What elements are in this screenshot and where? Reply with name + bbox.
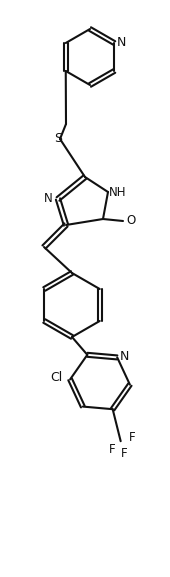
Text: F: F <box>129 430 136 444</box>
Text: O: O <box>126 215 136 227</box>
Text: S: S <box>54 133 62 145</box>
Text: NH: NH <box>109 185 127 198</box>
Text: N: N <box>117 36 126 48</box>
Text: Cl: Cl <box>50 371 62 384</box>
Text: N: N <box>44 193 52 205</box>
Text: F: F <box>109 443 116 456</box>
Text: F: F <box>121 447 128 460</box>
Text: N: N <box>120 350 129 363</box>
